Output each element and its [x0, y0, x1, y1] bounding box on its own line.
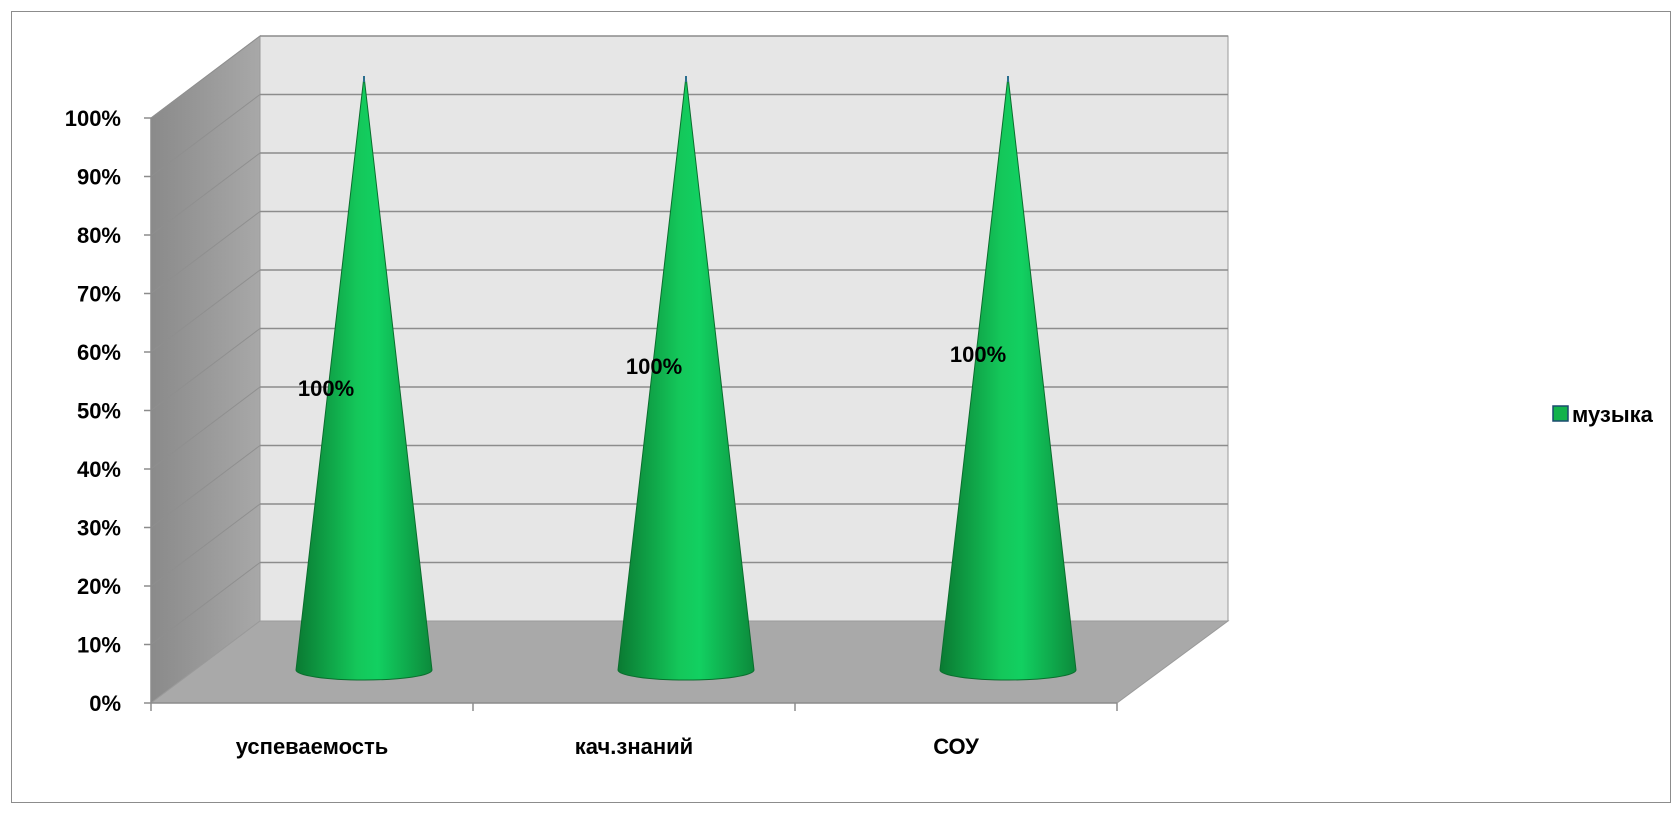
side-gridline	[150, 328, 261, 411]
y-tick-label: 0%	[89, 691, 121, 716]
side-gridline	[150, 94, 261, 177]
legend-label: музыка	[1572, 402, 1654, 427]
cone-bar	[939, 75, 1077, 681]
cones	[295, 75, 1077, 681]
legend-swatch	[1552, 405, 1569, 422]
legend: музыка	[1552, 402, 1654, 427]
y-axis-ticks: 0% 10% 20% 30% 40% 50% 60% 70% 80% 90% 100%	[65, 106, 151, 716]
category-label: успеваемость	[236, 734, 389, 759]
y-tick-label: 60%	[77, 340, 121, 365]
y-tick-label: 10%	[77, 633, 121, 658]
y-tick-label: 20%	[77, 574, 121, 599]
category-label: СОУ	[933, 734, 979, 759]
side-gridline	[150, 445, 261, 528]
side-gridline	[150, 503, 261, 587]
y-tick-label: 50%	[77, 399, 121, 424]
data-label: 100%	[298, 376, 354, 401]
y-tick-label: 90%	[77, 165, 121, 190]
category-labels: успеваемость кач.знаний СОУ	[236, 734, 979, 759]
data-label: 100%	[626, 354, 682, 379]
side-gridline	[150, 211, 261, 294]
side-gridline	[150, 35, 261, 119]
data-label: 100%	[950, 342, 1006, 367]
side-gridline	[150, 269, 261, 353]
side-gridline	[150, 386, 261, 470]
y-tick-label: 30%	[77, 516, 121, 541]
y-tick-label: 70%	[77, 282, 121, 307]
side-gridline	[150, 562, 261, 645]
data-labels: 100% 100% 100%	[298, 342, 1006, 401]
side-gridline	[150, 152, 261, 236]
x-axis-ticks	[150, 703, 1118, 711]
y-tick-label: 80%	[77, 223, 121, 248]
cone-bar	[617, 75, 755, 681]
category-label: кач.знаний	[575, 734, 693, 759]
cone-bar	[295, 75, 433, 681]
gridlines	[150, 35, 1228, 645]
y-tick-label: 100%	[65, 106, 121, 131]
y-tick-label: 40%	[77, 457, 121, 482]
